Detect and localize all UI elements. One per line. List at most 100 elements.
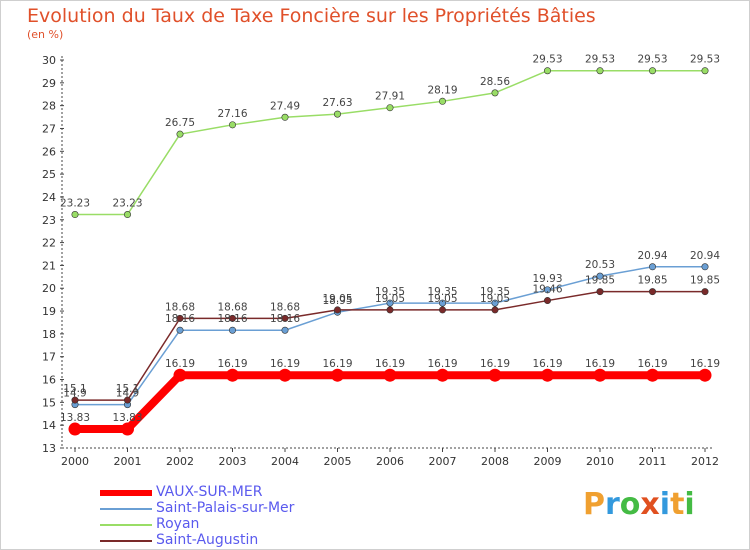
logo-letter: x [640,487,660,522]
data-point [386,299,394,307]
data-point [701,288,709,296]
data-point [698,368,712,382]
logo-letter: P [583,487,605,522]
data-point [596,272,604,280]
data-label: 16.19 [427,358,457,370]
y-axis-unit: (en %) [27,28,64,41]
legend-swatch [100,540,152,542]
data-label: 29.53 [690,54,720,66]
x-tick-label: 2006 [376,455,404,468]
data-label: 16.19 [585,358,615,370]
y-tick-label: 20 [42,282,56,295]
legend-label: Saint-Augustin [156,532,259,548]
data-label: 19.85 [585,275,615,287]
data-label: 19.46 [532,284,562,296]
data-point [596,67,604,75]
proxiti-logo: Proxiti [583,487,695,522]
data-point [593,368,607,382]
data-label: 26.75 [165,117,195,129]
y-tick-label: 16 [42,374,56,387]
data-label: 16.19 [165,358,195,370]
data-label: 18.16 [165,313,195,325]
y-tick-label: 29 [42,77,56,90]
legend-swatch [100,524,152,526]
axes: 13 14 15 16 17 18 19 20 21 22 23 24 25 26 27 28 29 30 2000… [42,54,719,468]
legend-swatch [100,508,152,510]
x-tick-label: 2005 [324,455,352,468]
data-point [596,288,604,296]
data-point [438,306,446,314]
data-point [386,306,394,314]
data-point [229,326,237,334]
legend-swatch [100,490,152,496]
data-point [121,422,134,436]
y-tick-label: 13 [42,442,56,455]
legend: VAUX-SUR-MER Saint-Palais-sur-Mer Royan Sai… [100,484,320,549]
y-tick-label: 22 [42,237,56,250]
data-point [333,110,341,118]
legend-item: Saint-Augustin [100,532,320,549]
data-label: 19.05 [322,293,352,305]
data-point [386,104,394,112]
x-tick-label: 2000 [61,455,89,468]
data-label: 19.85 [637,275,667,287]
data-label: 19.93 [532,273,562,285]
x-tick-label: 2002 [166,455,194,468]
data-point [229,121,237,129]
x-tick-label: 2001 [114,455,142,468]
data-point [383,368,397,382]
data-point [436,368,449,382]
data-point [543,297,551,305]
data-point [331,368,344,382]
x-tick-label: 2011 [639,455,667,468]
data-point [173,368,187,382]
logo-letter: r [605,487,620,522]
data-label: 19.05 [375,293,405,305]
data-label: 27.49 [270,100,300,112]
data-label: 16.19 [532,358,562,370]
y-tick-label: 23 [42,214,56,227]
data-label: 19.05 [427,293,457,305]
y-tick-label: 24 [42,191,56,204]
data-label: 16.19 [480,358,510,370]
data-label: 19.05 [480,293,510,305]
data-label: 20.53 [585,259,615,271]
data-label: 14.9 [116,388,139,400]
y-tick-label: 30 [42,54,56,67]
y-tick-label: 15 [42,396,56,409]
data-label: 19.35 [375,286,405,298]
series-line-VAUX-SUR-MER [75,371,705,434]
data-point [176,130,184,138]
data-label: 23.23 [112,198,142,210]
data-point [333,306,341,314]
legend-label: Royan [156,516,200,532]
data-label: 15.1 [116,383,139,395]
data-label: 16.19 [217,358,247,370]
data-point [176,326,184,334]
data-label: 19.85 [690,275,720,287]
data-label: 16.19 [375,358,405,370]
data-label: 20.94 [637,250,667,262]
data-point [648,263,656,271]
x-tick-label: 2003 [219,455,247,468]
data-label: 15.1 [63,383,86,395]
data-point [438,97,446,105]
data-label: 16.19 [637,358,667,370]
data-label: 14.9 [63,388,86,400]
data-point [71,211,79,219]
legend-item: Saint-Palais-sur-Mer [100,500,320,517]
y-tick-label: 26 [42,145,56,158]
data-point [488,368,502,382]
data-label: 16.19 [322,358,352,370]
data-label: 13.83 [112,412,142,424]
data-label: 18.16 [270,313,300,325]
data-point [71,396,79,404]
data-point [701,263,709,271]
x-tick-label: 2008 [481,455,509,468]
data-point [229,314,237,322]
data-label: 28.19 [427,84,457,96]
data-point [124,211,132,219]
